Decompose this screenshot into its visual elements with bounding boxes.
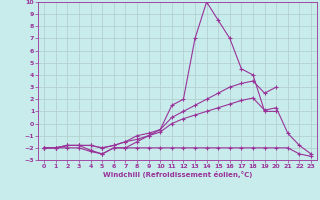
- X-axis label: Windchill (Refroidissement éolien,°C): Windchill (Refroidissement éolien,°C): [103, 171, 252, 178]
